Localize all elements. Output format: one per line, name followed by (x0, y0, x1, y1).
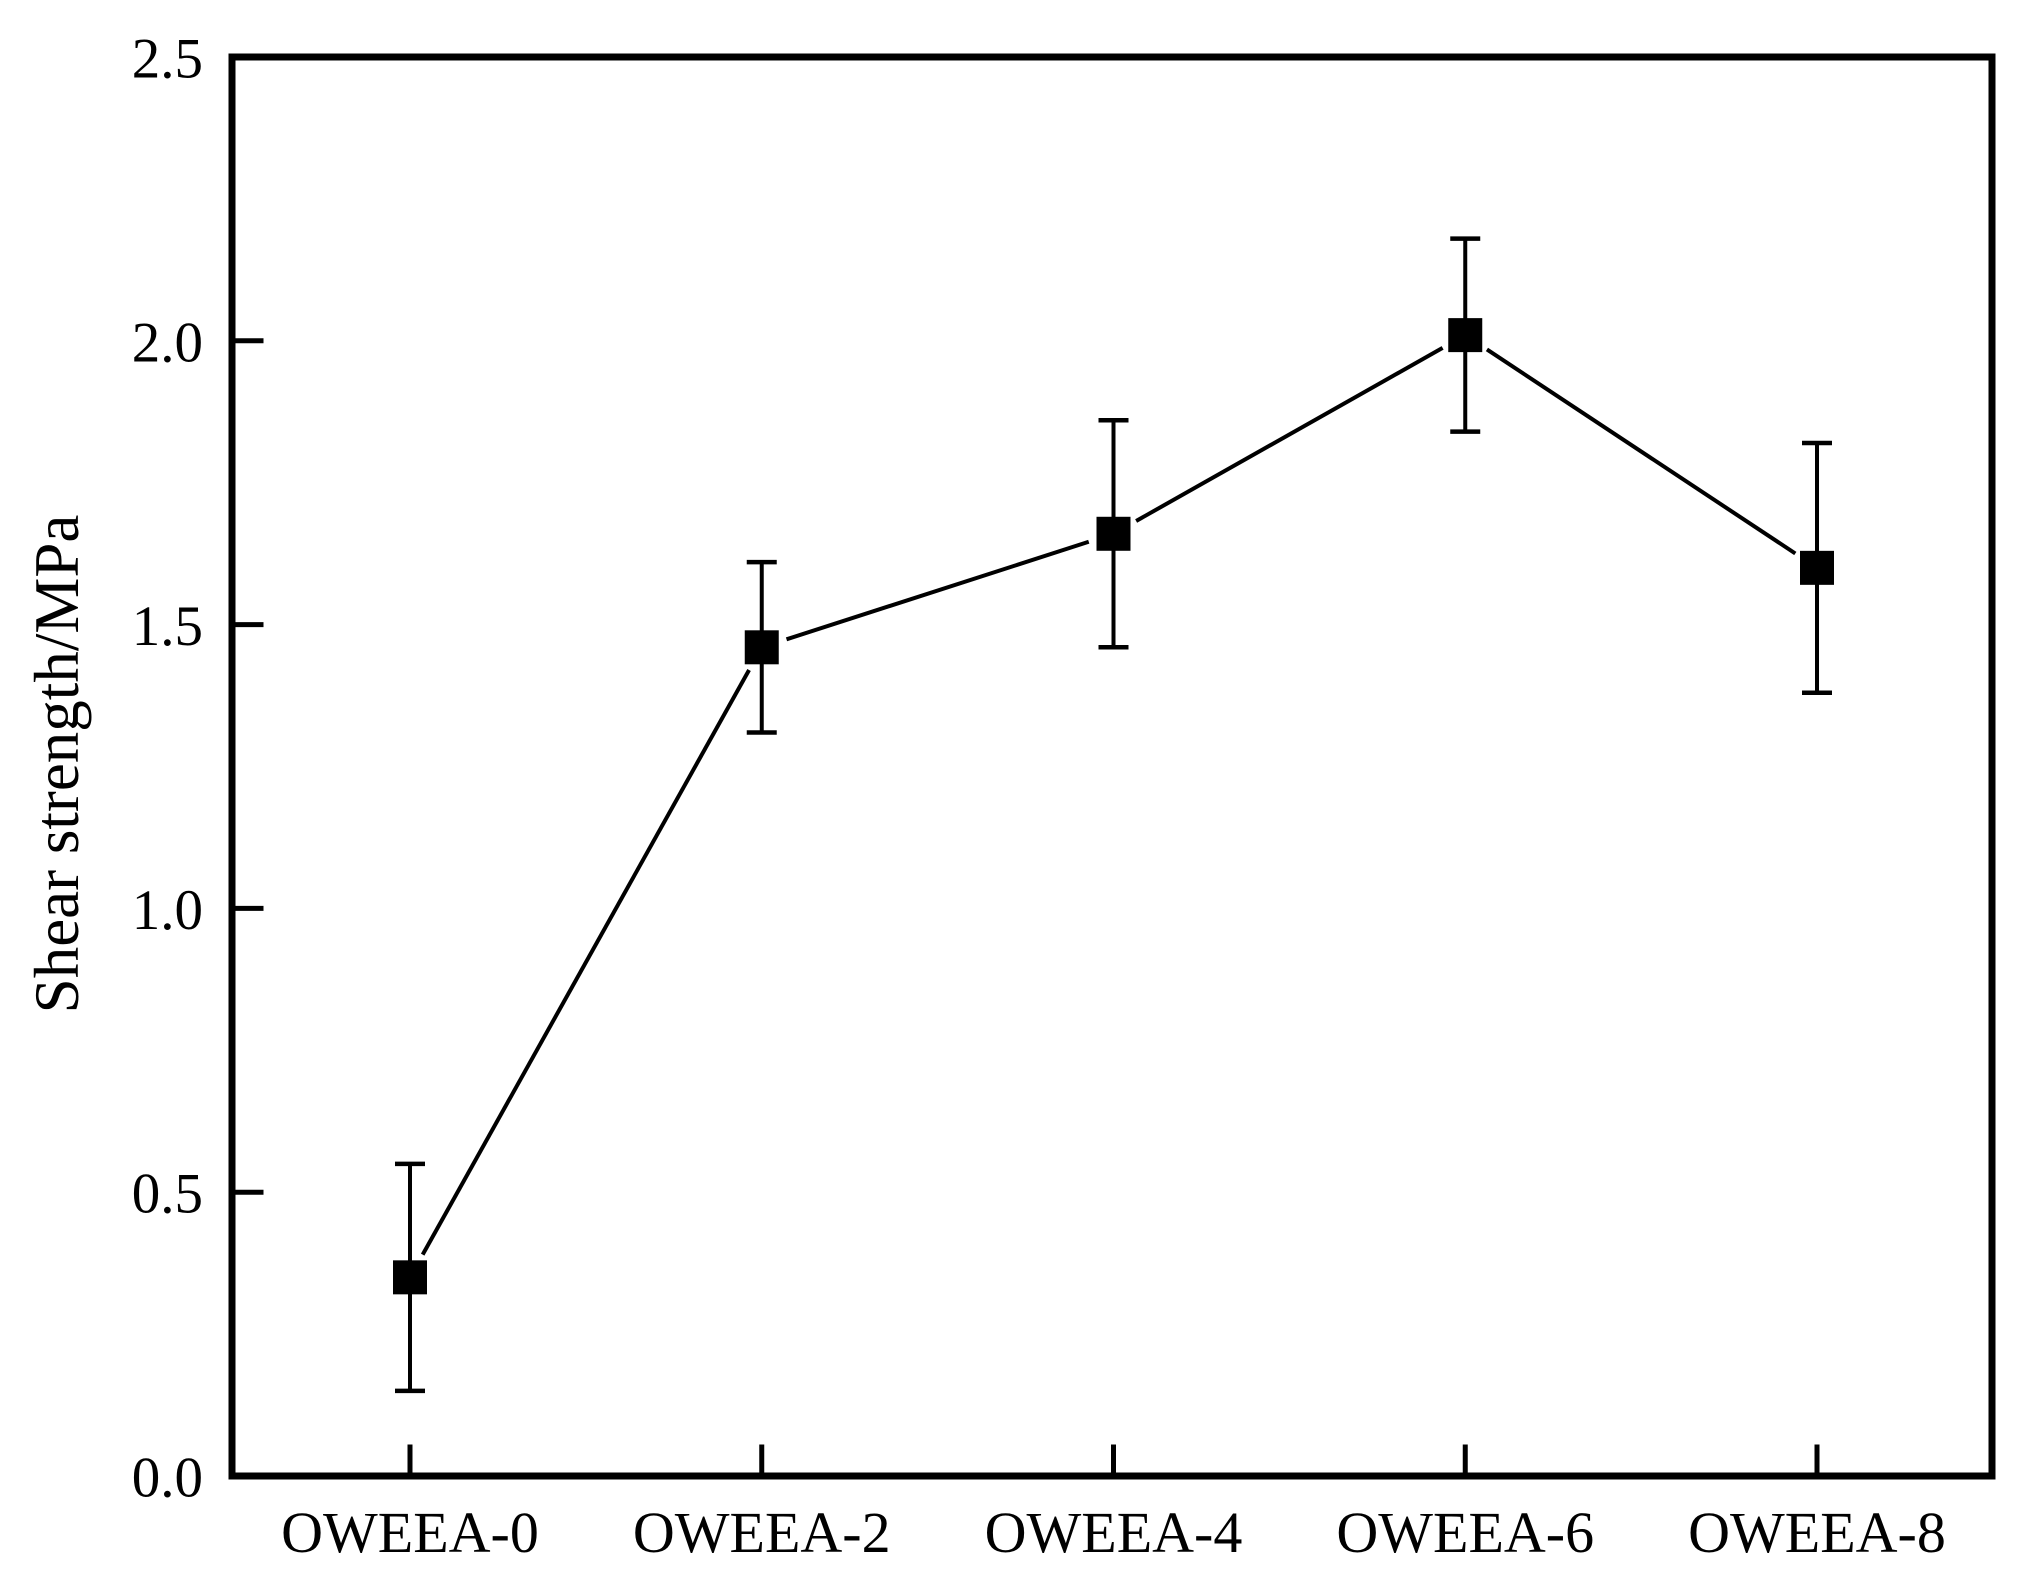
series-segment (785, 539, 1090, 642)
y-tick-label: 1.5 (132, 595, 203, 658)
x-tick-label: OWEEA-4 (985, 1500, 1243, 1565)
series-segment (1485, 347, 1797, 556)
y-tick-label: 0.0 (132, 1447, 203, 1510)
x-axis: OWEEA-0 OWEEA-2 OWEEA-4 OWEEA-6 OWEEA-8 (281, 1444, 1946, 1565)
y-axis: 0.0 0.5 1.0 1.5 2.0 2.5 (132, 28, 264, 1510)
data-point-marker (1800, 550, 1834, 585)
y-tick-label: 2.0 (132, 311, 203, 374)
y-tick-label: 0.5 (132, 1163, 203, 1226)
plot-frame (228, 53, 1996, 1480)
data-point-marker (744, 630, 779, 665)
x-tick-label: OWEEA-6 (1336, 1500, 1594, 1565)
x-tick-label: OWEEA-0 (281, 1500, 539, 1565)
data-point-marker (1096, 516, 1131, 551)
x-tick-label: OWEEA-8 (1688, 1500, 1946, 1565)
series-segment (1135, 346, 1444, 523)
data-point-marker (1448, 318, 1483, 353)
series-line (420, 346, 1797, 1256)
error-bars (395, 236, 1832, 1394)
series-markers (393, 318, 1834, 1295)
data-point-marker (393, 1260, 427, 1295)
y-tick-label: 1.0 (132, 879, 203, 942)
y-axis-title: Shear strength/MPa (22, 515, 92, 1014)
plot-border (228, 53, 1996, 1480)
y-tick-label: 2.5 (132, 28, 203, 91)
series-segment (420, 669, 751, 1256)
x-tick-label: OWEEA-2 (633, 1500, 891, 1565)
